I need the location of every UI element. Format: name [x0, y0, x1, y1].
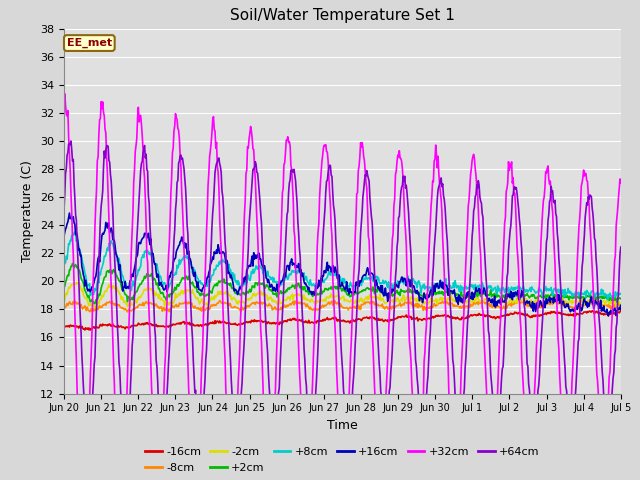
-16cm [128, 323, 136, 328]
+16cm [60, 233, 68, 239]
+2cm [428, 291, 436, 297]
+32cm [60, 100, 68, 106]
+8cm [60, 262, 68, 268]
+8cm [214, 264, 222, 269]
+64cm [215, 155, 223, 161]
+2cm [68, 261, 76, 266]
-8cm [124, 309, 131, 315]
X-axis label: Time: Time [327, 419, 358, 432]
+64cm [60, 206, 68, 212]
+64cm [186, 272, 193, 277]
-16cm [617, 308, 625, 313]
+2cm [129, 297, 137, 302]
-16cm [60, 323, 68, 328]
-2cm [129, 302, 137, 308]
-2cm [60, 300, 68, 306]
-8cm [185, 299, 193, 305]
Line: +8cm: +8cm [64, 232, 621, 300]
+16cm [128, 271, 136, 277]
-2cm [412, 298, 419, 303]
-2cm [72, 279, 80, 285]
+16cm [65, 210, 73, 216]
Line: +2cm: +2cm [64, 264, 621, 304]
+16cm [71, 221, 79, 227]
+16cm [411, 287, 419, 292]
+2cm [71, 263, 79, 268]
-2cm [617, 301, 625, 307]
-2cm [186, 288, 193, 294]
-16cm [411, 316, 419, 322]
-8cm [411, 303, 419, 309]
+32cm [215, 185, 223, 191]
+2cm [412, 290, 419, 296]
-8cm [214, 300, 222, 306]
+32cm [428, 193, 436, 199]
+16cm [428, 287, 435, 293]
-8cm [128, 307, 136, 313]
+64cm [412, 357, 419, 363]
+16cm [185, 248, 193, 254]
Text: EE_met: EE_met [67, 38, 112, 48]
+32cm [185, 386, 193, 392]
+16cm [214, 242, 222, 248]
+32cm [412, 448, 419, 454]
+64cm [67, 138, 75, 144]
-2cm [215, 292, 223, 298]
+8cm [70, 230, 78, 236]
+64cm [129, 334, 137, 340]
+8cm [604, 297, 611, 303]
+64cm [83, 436, 91, 442]
Legend: -16cm, -8cm, -2cm, +2cm, +8cm, +16cm, +32cm, +64cm: -16cm, -8cm, -2cm, +2cm, +8cm, +16cm, +3… [141, 443, 544, 478]
-8cm [70, 300, 78, 306]
+8cm [411, 281, 419, 287]
+2cm [90, 301, 98, 307]
-16cm [70, 324, 78, 329]
-2cm [91, 305, 99, 311]
+16cm [605, 313, 612, 319]
-2cm [70, 281, 78, 287]
+64cm [428, 299, 436, 304]
Line: +64cm: +64cm [64, 141, 621, 439]
+16cm [617, 302, 625, 308]
+8cm [617, 290, 625, 296]
+8cm [185, 254, 193, 260]
+8cm [128, 281, 136, 287]
+32cm [71, 310, 79, 316]
-8cm [617, 302, 625, 308]
-8cm [595, 298, 602, 303]
+32cm [128, 228, 136, 234]
Y-axis label: Temperature (C): Temperature (C) [22, 160, 35, 262]
+8cm [71, 229, 79, 235]
-8cm [428, 305, 435, 311]
Line: +32cm: +32cm [64, 94, 621, 480]
-16cm [214, 319, 222, 324]
+2cm [617, 296, 625, 301]
-2cm [428, 299, 436, 304]
Title: Soil/Water Temperature Set 1: Soil/Water Temperature Set 1 [230, 9, 455, 24]
+2cm [215, 278, 223, 284]
+2cm [186, 276, 193, 281]
+64cm [71, 195, 79, 201]
Line: -8cm: -8cm [64, 300, 621, 312]
-16cm [86, 327, 94, 333]
Line: -2cm: -2cm [64, 282, 621, 308]
+32cm [617, 180, 625, 186]
+8cm [428, 287, 435, 293]
+32cm [61, 91, 68, 96]
+2cm [60, 284, 68, 290]
-8cm [60, 306, 68, 312]
Line: +16cm: +16cm [64, 213, 621, 316]
+64cm [617, 244, 625, 250]
-16cm [428, 316, 435, 322]
-16cm [185, 320, 193, 326]
Line: -16cm: -16cm [64, 311, 621, 330]
